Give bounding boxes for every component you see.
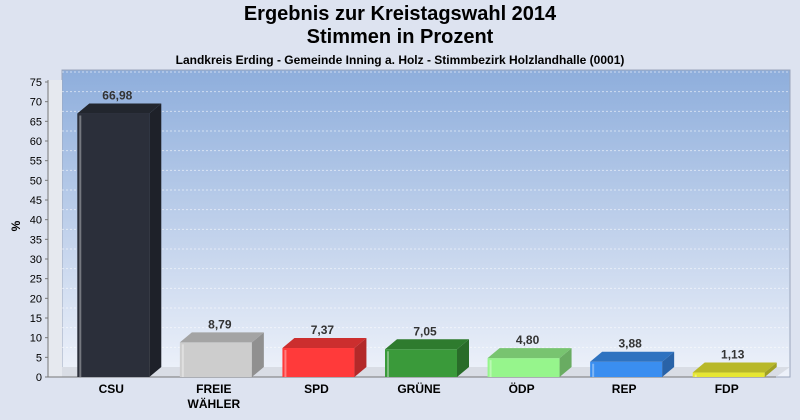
chart-title-line-1: Ergebnis zur Kreistagswahl 2014 [243, 3, 557, 25]
y-tick-label: 65 [30, 116, 42, 128]
bar [179, 332, 264, 377]
data-label: 8,79 [208, 317, 232, 331]
y-axis-label: % [9, 220, 23, 231]
x-tick-label: FDP [715, 382, 739, 396]
data-label: 7,05 [413, 324, 437, 338]
y-tick-label: 5 [36, 352, 42, 364]
chart-title-line-2: Stimmen in Prozent [306, 26, 494, 48]
chart-title: Ergebnis zur Kreistagswahl 2014 Stimmen … [0, 3, 800, 49]
bar [282, 338, 367, 377]
x-tick-label: GRÜNE [397, 381, 440, 396]
bar [692, 362, 777, 377]
y-tick-label: 60 [30, 136, 42, 148]
y-tick-label: 55 [30, 156, 42, 168]
data-label: 3,88 [618, 337, 642, 351]
y-tick-label: 40 [30, 215, 42, 227]
y-tick-label: 15 [30, 313, 42, 325]
x-tick-label: FREIE [196, 382, 231, 396]
data-label: 7,37 [311, 323, 335, 337]
y-tick-label: 20 [30, 293, 42, 305]
y-axis: 0 5 10 15 20 25 30 35 40 45 50 55 60 65 70 75 [30, 77, 49, 384]
bar [487, 348, 572, 377]
data-label: 66,98 [102, 89, 132, 103]
y-tick-label: 30 [30, 254, 42, 266]
bar [385, 339, 469, 377]
bar [77, 103, 162, 377]
y-tick-label: 75 [30, 77, 42, 89]
x-tick-label: CSU [99, 382, 124, 396]
y-tick-label: 35 [30, 234, 42, 246]
bar [590, 351, 675, 377]
data-label: 4,80 [516, 333, 540, 347]
y-tick-label: 0 [36, 372, 42, 384]
y-tick-label: 45 [30, 195, 42, 207]
x-tick-label: ÖDP [509, 381, 535, 396]
bars: 66,98 8,79 7,37 7,05 4,80 3,88 1,13 [77, 89, 777, 377]
x-tick-label: WÄHLER [188, 396, 241, 411]
y-tick-label: 50 [30, 175, 42, 187]
x-tick-label: REP [612, 382, 637, 396]
data-label: 1,13 [721, 348, 745, 362]
y-tick-label: 10 [30, 333, 42, 345]
x-tick-label: SPD [304, 382, 329, 396]
y-tick-label: 70 [30, 97, 42, 109]
y-tick-label: 25 [30, 274, 42, 286]
chart-subtitle: Landkreis Erding - Gemeinde Inning a. Ho… [175, 53, 625, 67]
